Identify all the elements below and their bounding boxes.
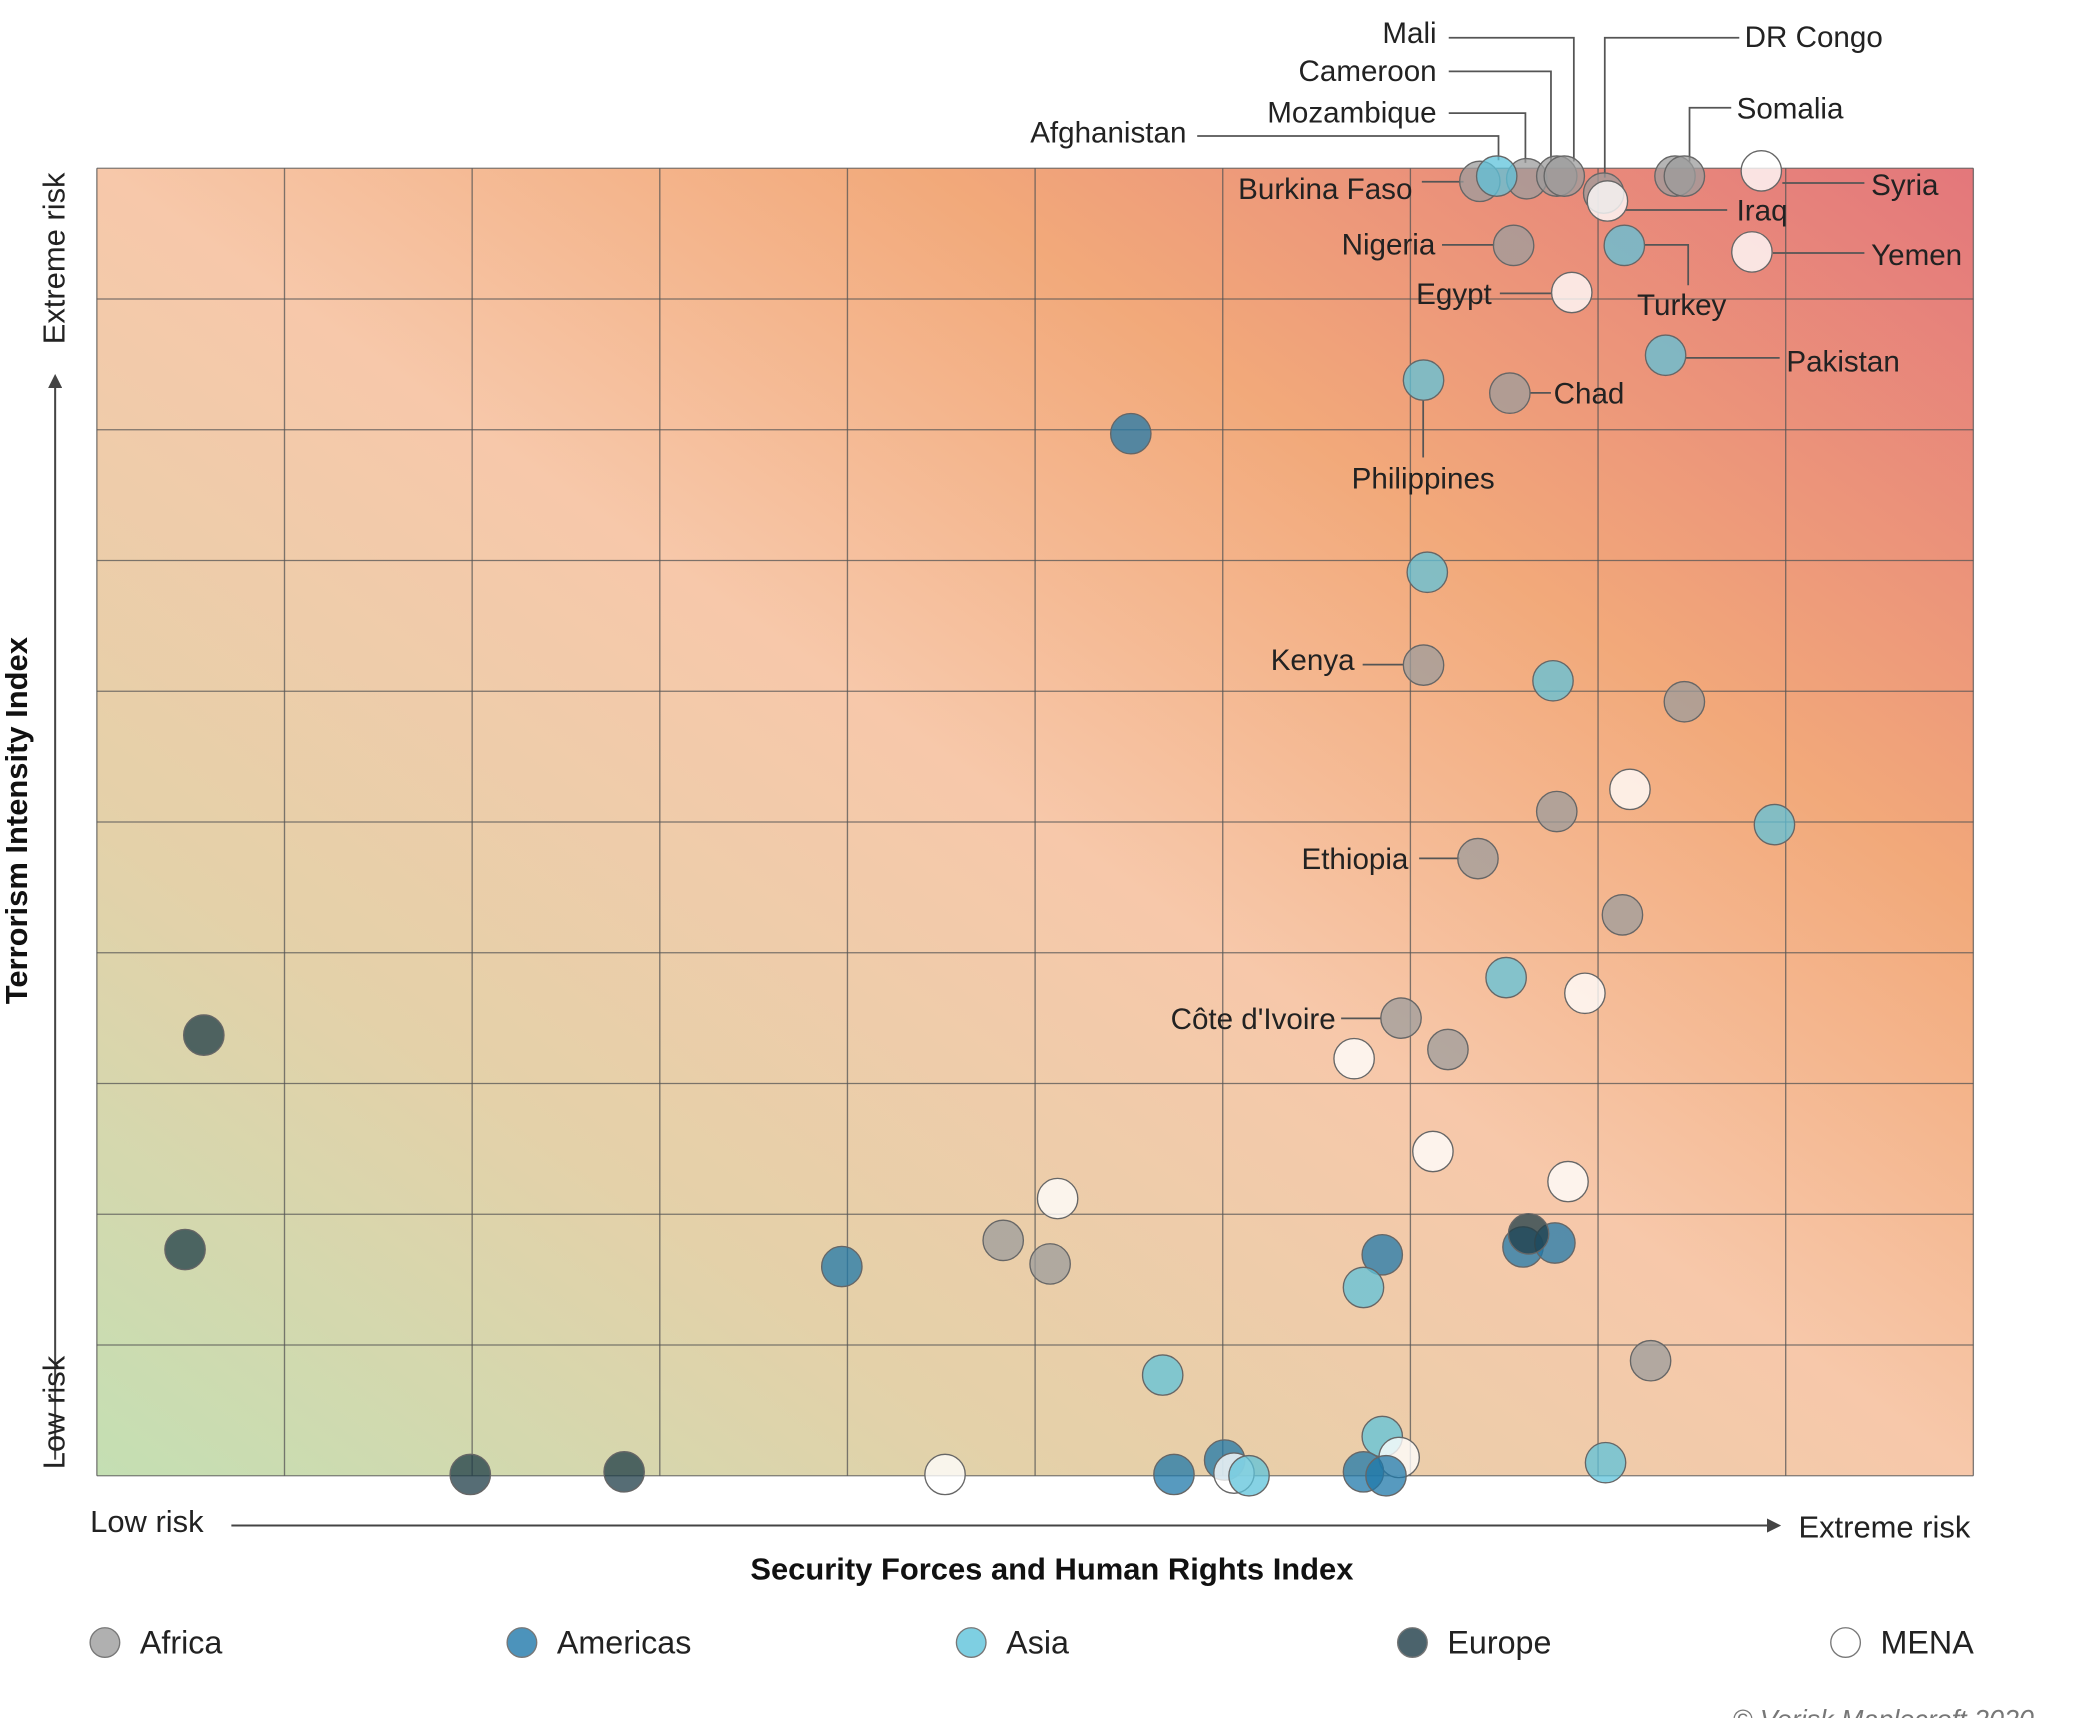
point-label: Pakistan bbox=[1786, 345, 1899, 378]
point-label: Côte d'Ivoire bbox=[1171, 1003, 1336, 1036]
leader-line bbox=[1448, 70, 1552, 162]
data-point-mena bbox=[1036, 1177, 1079, 1220]
legend-swatch-europe bbox=[1396, 1627, 1428, 1659]
data-point-africa bbox=[1663, 155, 1706, 197]
data-point-asia bbox=[1753, 803, 1796, 846]
data-point-europe bbox=[164, 1228, 206, 1271]
x-axis-title: Security Forces and Human Rights Index bbox=[750, 1551, 1353, 1586]
data-point-asia bbox=[1644, 334, 1687, 377]
data-point-asia bbox=[1584, 1441, 1627, 1484]
data-point-asia bbox=[1141, 1354, 1184, 1396]
point-label: Turkey bbox=[1637, 289, 1727, 322]
legend-swatch-africa bbox=[89, 1627, 121, 1659]
data-point-africa bbox=[1492, 224, 1535, 267]
data-point-africa bbox=[1535, 790, 1578, 833]
data-point-africa bbox=[1029, 1243, 1071, 1285]
data-point-mena bbox=[1586, 180, 1629, 222]
point-label: Burkina Faso bbox=[1238, 173, 1412, 206]
data-point-americas bbox=[1361, 1233, 1404, 1276]
data-point-africa bbox=[1543, 155, 1586, 197]
leader-line bbox=[1197, 135, 1500, 161]
data-point-africa bbox=[1663, 680, 1706, 723]
data-point-mena bbox=[1731, 231, 1773, 273]
data-point-mena bbox=[1547, 1160, 1589, 1203]
point-label: Egypt bbox=[1416, 278, 1492, 311]
data-point-asia bbox=[1406, 551, 1449, 594]
legend: Africa Americas Asia Europe MENA bbox=[89, 1624, 1975, 1660]
data-point-asia bbox=[1342, 1266, 1385, 1309]
copyright: © Verisk Maplecroft 2020 bbox=[1733, 1705, 2034, 1718]
data-point-africa bbox=[1601, 893, 1644, 936]
data-point-mena bbox=[1609, 768, 1651, 811]
leader-line bbox=[1643, 244, 1690, 286]
y-axis-title: Terrorism Intensity Index bbox=[0, 637, 34, 1004]
data-point-mena bbox=[1333, 1037, 1375, 1080]
data-point-mena bbox=[1550, 271, 1593, 314]
point-label: Afghanistan bbox=[1030, 117, 1186, 150]
data-point-americas bbox=[820, 1245, 863, 1288]
data-point-europe bbox=[603, 1450, 645, 1493]
data-point-americas bbox=[1109, 412, 1152, 455]
point-label: Cameroon bbox=[1299, 55, 1437, 88]
y-low-label: Low risk bbox=[37, 1355, 72, 1469]
point-label: Somalia bbox=[1737, 92, 1844, 125]
leader-lines bbox=[1197, 36, 1865, 1020]
leader-line bbox=[1448, 112, 1527, 163]
legend-label-africa: Africa bbox=[140, 1624, 223, 1660]
x-high-label: Extreme risk bbox=[1798, 1510, 1970, 1545]
point-label: Mali bbox=[1382, 17, 1436, 50]
data-point-europe bbox=[1507, 1213, 1550, 1255]
data-point-africa bbox=[1402, 644, 1445, 686]
data-point-asia bbox=[1603, 224, 1646, 267]
point-label: Philippines bbox=[1352, 462, 1495, 495]
data-point-mena bbox=[1412, 1130, 1454, 1173]
data-point-africa bbox=[1457, 837, 1499, 880]
y-high-label: Extreme risk bbox=[37, 172, 72, 344]
x-low-label: Low risk bbox=[90, 1504, 204, 1539]
point-label: DR Congo bbox=[1745, 21, 1883, 54]
data-point-asia bbox=[1228, 1454, 1270, 1497]
point-label: Syria bbox=[1871, 169, 1939, 202]
data-point-africa bbox=[1380, 997, 1422, 1039]
point-labels: Burkina Faso Mozambique Cameroon Mali DR Con… bbox=[1030, 17, 1962, 1036]
data-point-africa bbox=[1489, 372, 1531, 414]
data-point-asia bbox=[1402, 359, 1445, 401]
data-point-europe bbox=[449, 1453, 492, 1496]
data-point-asia bbox=[1532, 659, 1574, 702]
point-label: Chad bbox=[1554, 378, 1625, 411]
leader-line bbox=[1688, 106, 1732, 162]
point-label: Iraq bbox=[1737, 195, 1788, 228]
data-point-europe bbox=[182, 1014, 225, 1056]
point-label: Nigeria bbox=[1342, 228, 1436, 261]
point-label: Kenya bbox=[1271, 644, 1355, 677]
data-point-mena bbox=[924, 1453, 966, 1496]
data-point-asia bbox=[1485, 956, 1527, 999]
data-point-americas bbox=[1365, 1454, 1407, 1497]
leader-line bbox=[1448, 36, 1575, 162]
data-point-asia bbox=[1475, 155, 1518, 197]
data-point-africa bbox=[1427, 1028, 1469, 1071]
legend-swatch-americas bbox=[506, 1627, 538, 1659]
data-point-americas bbox=[1153, 1453, 1195, 1496]
data-point-africa bbox=[982, 1219, 1025, 1262]
legend-label-asia: Asia bbox=[1006, 1624, 1069, 1660]
data-point-mena bbox=[1740, 150, 1783, 192]
legend-swatch-mena bbox=[1830, 1627, 1862, 1659]
data-point-mena bbox=[1564, 972, 1606, 1015]
data-points bbox=[164, 150, 1796, 1497]
legend-swatch-asia bbox=[955, 1627, 987, 1659]
legend-label-europe: Europe bbox=[1447, 1624, 1551, 1660]
leader-line bbox=[1603, 36, 1740, 178]
point-label: Yemen bbox=[1871, 239, 1962, 272]
point-label: Mozambique bbox=[1267, 97, 1436, 130]
legend-label-mena: MENA bbox=[1881, 1624, 1975, 1660]
legend-label-americas: Americas bbox=[557, 1624, 691, 1660]
data-point-africa bbox=[1629, 1339, 1672, 1382]
point-label: Ethiopia bbox=[1301, 843, 1408, 876]
